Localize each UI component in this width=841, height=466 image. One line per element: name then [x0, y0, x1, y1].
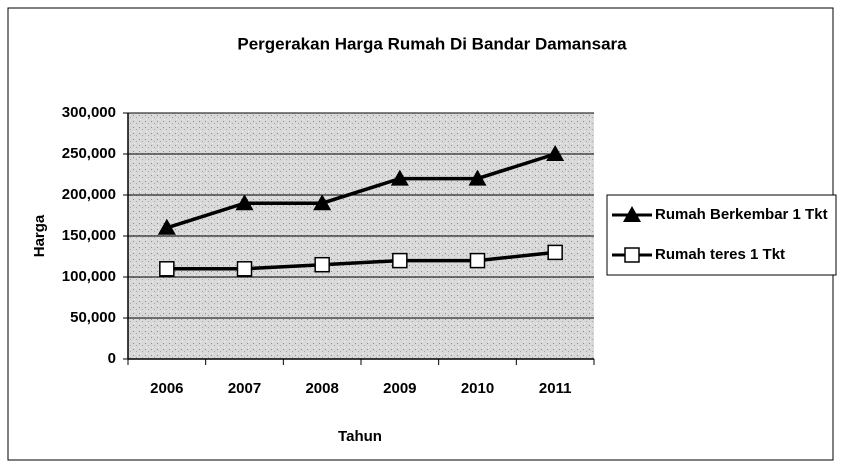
data-point: [392, 252, 408, 269]
x-tick-label: 2010: [461, 380, 494, 397]
x-tick-label: 2011: [539, 380, 572, 397]
series-line: [166, 152, 556, 230]
x-tick-label: 2008: [305, 380, 338, 397]
data-point: [468, 169, 487, 186]
y-tick-label: 150,000: [62, 227, 116, 244]
data-point: [547, 244, 563, 261]
data-point: [313, 194, 332, 211]
x-tick-label: 2006: [150, 380, 183, 397]
chart-title: Pergerakan Harga Rumah Di Bandar Damansa…: [237, 34, 627, 53]
data-point: [236, 261, 253, 277]
y-tick-label: 300,000: [62, 104, 116, 121]
y-tick-label: 250,000: [62, 145, 116, 162]
x-axis-label: Tahun: [338, 428, 382, 445]
data-point: [159, 261, 175, 277]
data-point: [546, 145, 565, 161]
x-tick-label: 2007: [228, 380, 261, 397]
data-point: [390, 169, 409, 186]
data-point: [157, 218, 176, 235]
data-point: [235, 194, 254, 211]
series-line: [166, 250, 556, 271]
y-axis-label: Harga: [31, 214, 48, 257]
data-point: [469, 252, 486, 269]
legend-label: Rumah teres 1 Tkt: [655, 246, 785, 263]
data-point: [314, 256, 330, 273]
y-tick-label: 100,000: [62, 268, 116, 285]
legend-marker: [624, 247, 640, 263]
y-tick-label: 200,000: [62, 186, 116, 203]
legend-box: [606, 194, 837, 276]
y-tick-label: 50,000: [70, 309, 116, 326]
x-tick-label: 2009: [383, 380, 416, 397]
y-tick-label: 0: [108, 350, 116, 367]
legend-marker: [623, 206, 641, 222]
legend-label: Rumah Berkembar 1 Tkt: [655, 206, 828, 223]
